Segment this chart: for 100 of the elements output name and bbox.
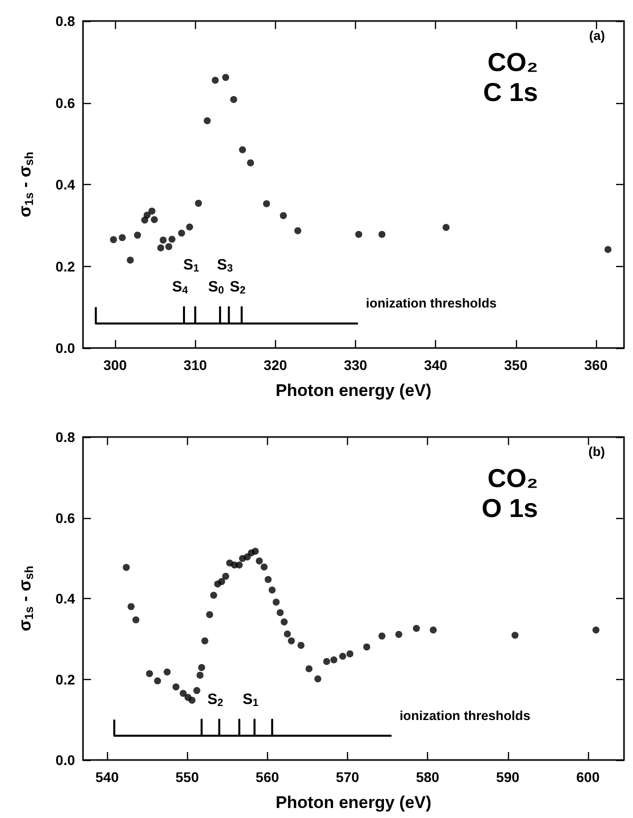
point bbox=[263, 200, 270, 208]
point bbox=[378, 230, 386, 238]
point bbox=[339, 652, 346, 660]
point bbox=[430, 626, 437, 634]
x-tick-label: 340 bbox=[424, 357, 448, 373]
point bbox=[198, 664, 206, 672]
point bbox=[172, 683, 180, 690]
point bbox=[218, 578, 226, 586]
annotation: CO₂ bbox=[487, 47, 538, 77]
point bbox=[222, 572, 230, 580]
point bbox=[239, 146, 246, 154]
point bbox=[284, 630, 291, 638]
point bbox=[164, 668, 171, 676]
point bbox=[204, 117, 211, 124]
annotation: O 1s bbox=[482, 493, 538, 523]
x-axis-title: Photon energy (eV) bbox=[276, 381, 432, 400]
y-tick-label: 0.6 bbox=[56, 94, 76, 111]
annotation: C 1s bbox=[483, 77, 538, 107]
point bbox=[188, 696, 196, 704]
x-tick-label: 560 bbox=[256, 769, 280, 785]
annotation: CO₂ bbox=[487, 463, 538, 493]
point bbox=[126, 256, 134, 264]
point bbox=[236, 561, 243, 568]
point bbox=[154, 677, 162, 684]
point bbox=[193, 687, 200, 694]
point bbox=[256, 557, 263, 564]
point bbox=[186, 224, 194, 231]
point bbox=[157, 244, 164, 252]
x-tick-label: 310 bbox=[184, 357, 208, 373]
point bbox=[264, 576, 272, 584]
x-tick-label: 580 bbox=[416, 769, 440, 785]
point bbox=[144, 212, 151, 219]
annotation: (b) bbox=[588, 444, 606, 459]
point bbox=[355, 230, 362, 238]
point bbox=[288, 637, 295, 644]
x-tick-label: 350 bbox=[504, 357, 528, 373]
point bbox=[165, 243, 172, 250]
point bbox=[134, 232, 141, 239]
annotation: ionization thresholds bbox=[366, 296, 497, 311]
point bbox=[412, 624, 420, 632]
point bbox=[128, 603, 135, 610]
y-tick-label: 0.6 bbox=[56, 510, 76, 526]
point bbox=[276, 609, 284, 616]
point bbox=[346, 650, 354, 658]
point bbox=[201, 637, 208, 644]
point bbox=[252, 548, 259, 555]
point bbox=[150, 216, 158, 224]
point bbox=[314, 675, 322, 682]
x-tick-label: 570 bbox=[336, 769, 360, 785]
point bbox=[210, 592, 218, 599]
point bbox=[512, 632, 518, 639]
point bbox=[230, 96, 238, 103]
point bbox=[132, 616, 140, 624]
point bbox=[146, 670, 154, 678]
point bbox=[395, 630, 402, 638]
y-tick-label: 0.8 bbox=[56, 429, 76, 445]
x-tick-label: 300 bbox=[103, 357, 127, 373]
point bbox=[260, 564, 268, 571]
x-axis-title: Photon energy (eV) bbox=[276, 793, 432, 812]
point bbox=[592, 626, 600, 634]
x-tick-label: 540 bbox=[95, 769, 119, 785]
y-axis-title: σ1s - σsh bbox=[16, 566, 36, 632]
x-tick-label: 360 bbox=[584, 357, 608, 373]
point bbox=[180, 690, 187, 697]
point bbox=[222, 74, 230, 81]
point bbox=[363, 643, 370, 650]
point bbox=[194, 200, 202, 207]
point bbox=[298, 642, 305, 649]
x-tick-label: 600 bbox=[576, 769, 600, 785]
y-tick-label: 0.0 bbox=[56, 752, 76, 768]
point bbox=[118, 234, 126, 242]
point bbox=[294, 227, 302, 234]
point bbox=[110, 236, 117, 244]
point bbox=[330, 656, 338, 664]
point bbox=[244, 553, 251, 560]
y-tick-label: 0.4 bbox=[56, 176, 76, 192]
y-tick-label: 0.8 bbox=[56, 13, 76, 29]
y-tick-label: 0.2 bbox=[56, 258, 76, 274]
point bbox=[442, 224, 450, 231]
point bbox=[272, 598, 280, 606]
point bbox=[122, 564, 130, 571]
annotation: ionization thresholds bbox=[400, 708, 530, 724]
y-tick-label: 0.0 bbox=[56, 340, 76, 356]
x-tick-label: 330 bbox=[344, 357, 368, 373]
point bbox=[604, 246, 612, 253]
point bbox=[268, 586, 276, 594]
point bbox=[148, 208, 156, 215]
y-axis-title: σ1s - σsh bbox=[16, 152, 36, 218]
point bbox=[323, 658, 330, 665]
point bbox=[280, 212, 287, 220]
point bbox=[206, 611, 214, 618]
point bbox=[178, 230, 186, 237]
x-tick-label: 590 bbox=[496, 769, 520, 785]
annotation: (a) bbox=[589, 28, 605, 43]
x-tick-label: 550 bbox=[176, 769, 200, 785]
point bbox=[168, 236, 176, 243]
point bbox=[378, 632, 386, 640]
point bbox=[196, 672, 204, 679]
point bbox=[306, 665, 313, 672]
y-tick-label: 0.2 bbox=[56, 671, 76, 688]
